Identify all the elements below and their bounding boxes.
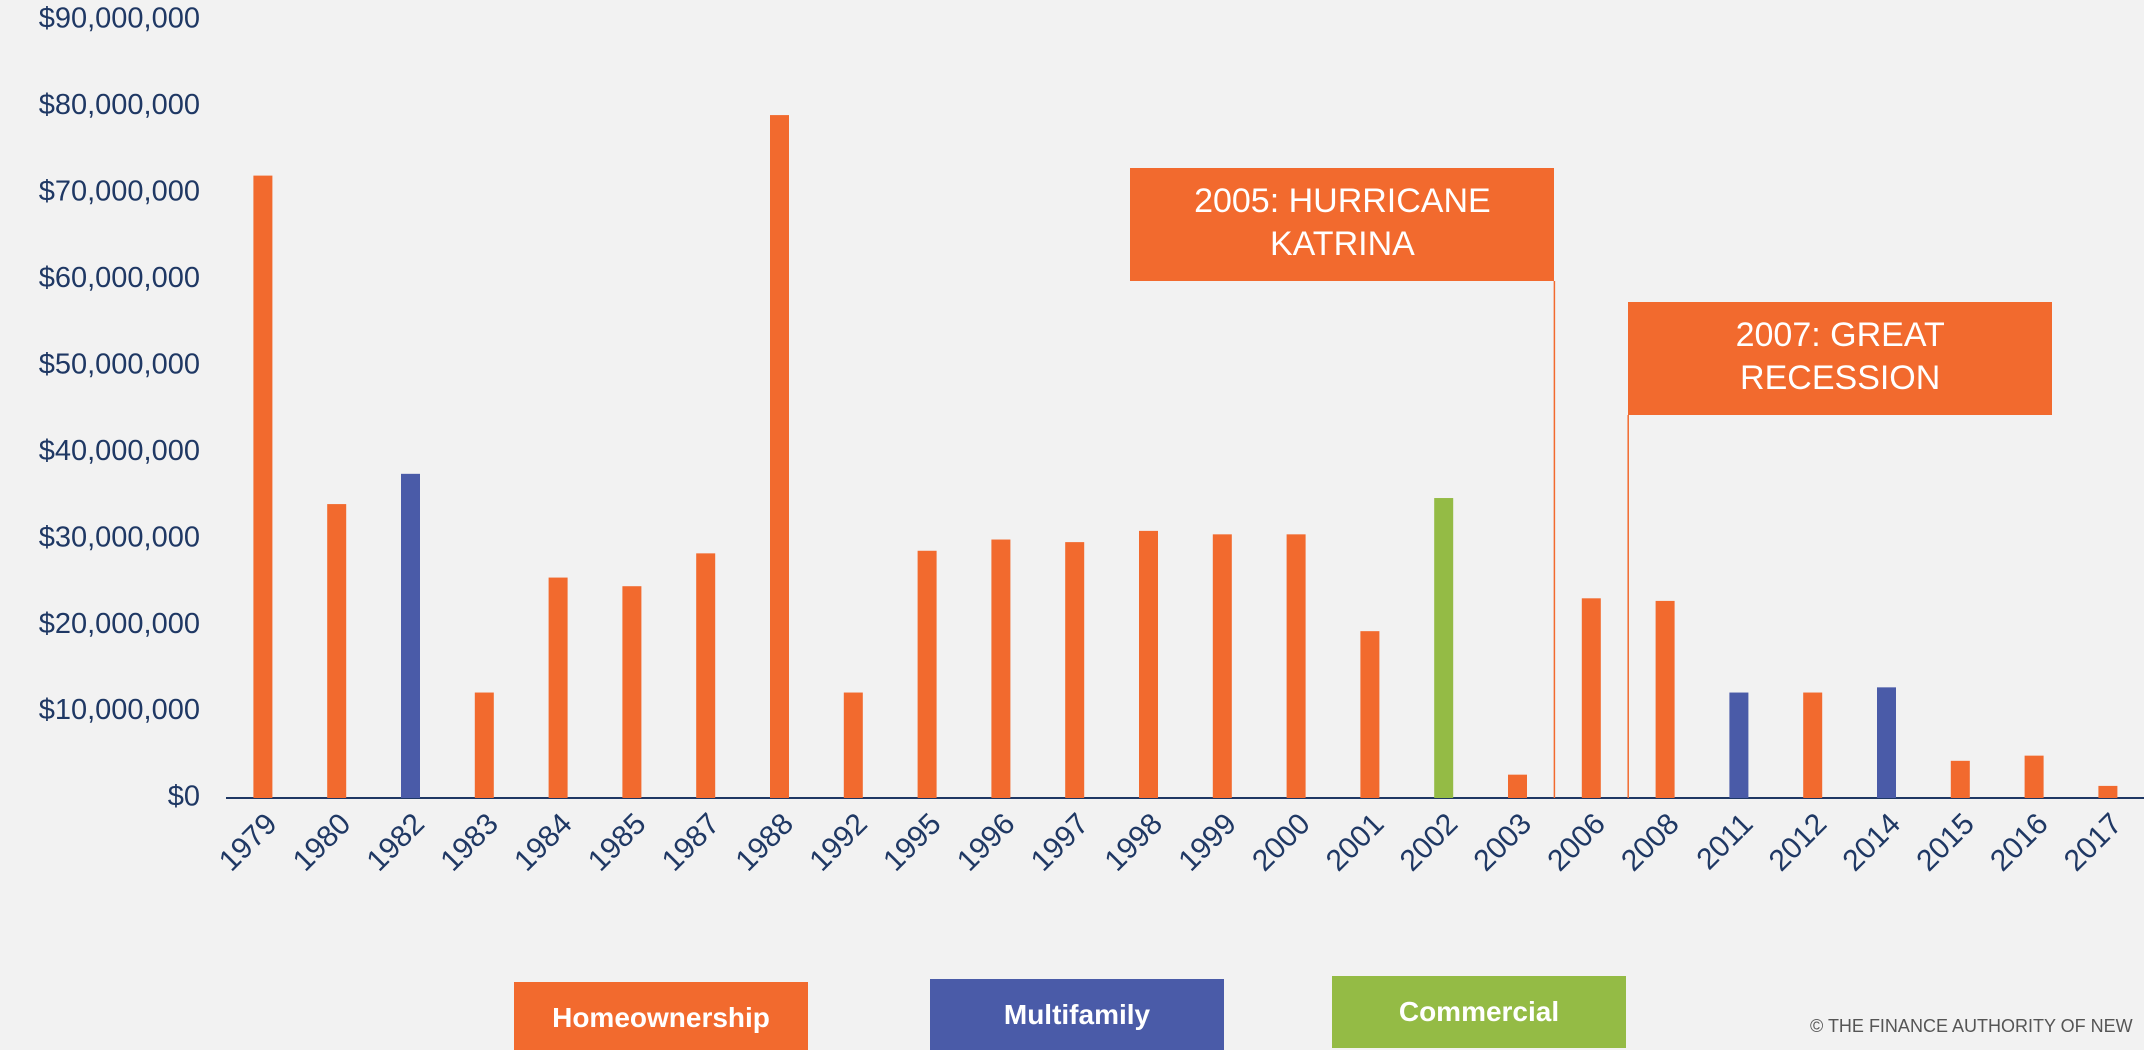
x-tick-label: 1983 [434,807,505,878]
x-tick-label: 1998 [1099,807,1170,878]
x-tick-label: 2015 [1910,807,1981,878]
x-tick-label: 1995 [877,807,948,878]
bar [253,175,273,799]
x-tick-label: 2008 [1615,807,1686,878]
legend-item: Commercial [1332,976,1626,1048]
annotation-box: 2005: HURRICANE KATRINA [1130,168,1555,281]
bar [1950,760,1970,798]
x-tick-label: 2003 [1468,807,1539,878]
y-tick-label: $0 [168,781,200,813]
bar [696,553,716,798]
x-tick-label: 1988 [730,807,801,878]
bar [474,692,494,798]
y-tick-label: $70,000,000 [39,176,200,208]
bar [917,550,937,798]
bar [327,504,347,798]
x-tick-label: 1982 [361,807,432,878]
bar [2024,755,2044,798]
bar [622,586,642,798]
y-tick-label: $20,000,000 [39,608,200,640]
y-tick-label: $80,000,000 [39,89,200,121]
bar [1581,598,1601,798]
legend-item: Homeownership [514,982,808,1050]
x-tick-label: 1980 [287,807,358,878]
x-tick-label: 1992 [803,807,874,878]
bar [1877,687,1896,798]
copyright: © THE FINANCE AUTHORITY OF NEW [1810,1016,2133,1036]
x-tick-label: 1985 [582,807,653,878]
x-tick-label: 1999 [1172,807,1243,878]
bar [1065,542,1085,798]
x-tick-label: 2006 [1541,807,1612,878]
y-tick-label: $90,000,000 [39,3,200,35]
bar [2098,785,2118,798]
x-tick-label: 2001 [1320,807,1391,878]
y-tick-label: $40,000,000 [39,435,200,467]
y-tick-label: $50,000,000 [39,348,200,380]
x-tick-label: 2014 [1837,807,1908,878]
bar [1508,774,1527,798]
x-tick-label: 1984 [508,807,579,878]
x-tick-label: 2011 [1690,807,1759,876]
bar [1286,534,1306,798]
y-tick-label: $30,000,000 [39,521,200,553]
x-tick-label: 2012 [1763,807,1834,878]
x-tick-label: 2016 [1984,807,2055,878]
legend-item: Multifamily [930,979,1224,1050]
bar [1434,498,1454,798]
bar [770,115,789,799]
bar [1803,692,1823,798]
bar [1212,534,1232,798]
x-tick-label: 1979 [213,807,284,878]
x-tick-label: 1987 [656,807,727,878]
bar [1360,631,1380,798]
x-tick-label: 2000 [1246,807,1317,878]
y-tick-label: $10,000,000 [39,694,200,726]
x-tick-label: 2017 [2058,807,2129,878]
bar [1729,692,1749,798]
annotation-box: 2007: GREAT RECESSION [1628,302,2053,415]
x-tick-label: 1997 [1025,807,1096,878]
bar [1655,600,1675,798]
y-tick-label: $60,000,000 [39,262,200,294]
bar [843,692,863,798]
bar [991,539,1011,798]
bar [1139,530,1158,798]
x-tick-label: 2002 [1394,807,1465,878]
x-tick-label: 1996 [951,807,1022,878]
bar [548,577,568,798]
bar [401,473,420,798]
